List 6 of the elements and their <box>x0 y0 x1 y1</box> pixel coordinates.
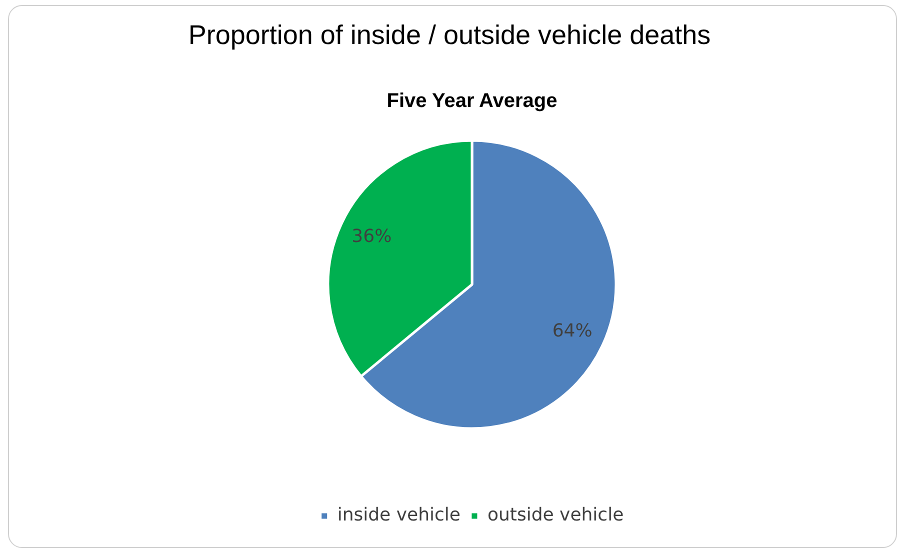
legend-label: outside vehicle <box>487 504 624 526</box>
data-label: 36% <box>352 226 392 247</box>
chart-title: Proportion of inside / outside vehicle deaths <box>187 20 712 51</box>
legend-label: inside vehicle <box>337 504 460 526</box>
chart-subtitle: Five Year Average <box>386 90 558 113</box>
data-label: 64% <box>552 320 592 342</box>
